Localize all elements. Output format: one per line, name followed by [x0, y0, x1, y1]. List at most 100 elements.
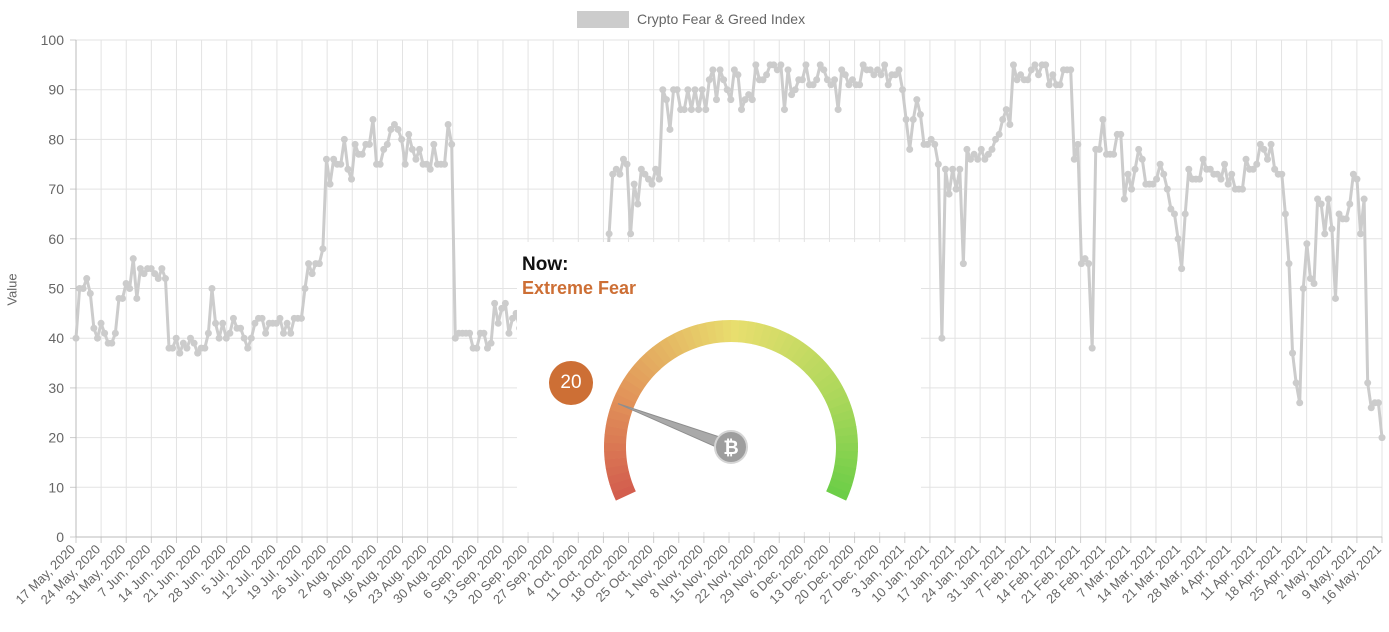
data-point: [158, 265, 166, 273]
data-point: [1131, 165, 1139, 173]
data-point: [483, 344, 491, 352]
data-point: [86, 289, 94, 297]
data-point: [1317, 200, 1325, 208]
data-point: [1367, 404, 1375, 412]
data-point: [662, 96, 670, 104]
bitcoin-icon: [714, 430, 748, 464]
gauge-arc-segment: [833, 464, 857, 478]
data-point: [791, 86, 799, 94]
data-point: [262, 329, 270, 337]
data-point: [247, 334, 255, 342]
data-point: [727, 96, 735, 104]
gauge-arc-segment: [831, 409, 855, 424]
data-point: [1289, 349, 1297, 357]
data-point: [734, 71, 742, 79]
data-point: [1378, 434, 1386, 442]
gauge-arc-segment: [751, 322, 765, 346]
data-point: [83, 275, 91, 283]
data-point: [283, 319, 291, 327]
data-point: [902, 116, 910, 124]
data-point: [934, 160, 942, 168]
data-point: [1306, 275, 1314, 283]
data-point: [1242, 155, 1250, 163]
data-point: [79, 285, 87, 292]
data-point: [405, 130, 413, 138]
data-point: [1056, 81, 1064, 89]
data-point: [780, 106, 788, 114]
data-point: [1264, 155, 1272, 163]
data-point: [154, 275, 162, 283]
data-point: [1256, 140, 1264, 148]
gauge-arc-segment: [628, 364, 651, 385]
data-point: [194, 349, 202, 357]
data-point: [448, 140, 456, 148]
now-label: Now:: [522, 254, 569, 275]
data-point: [1163, 185, 1171, 193]
data-point: [1138, 155, 1146, 163]
data-point: [813, 76, 821, 84]
data-point: [415, 145, 423, 153]
data-point: [229, 314, 237, 322]
data-point: [179, 339, 187, 347]
data-point: [967, 155, 975, 163]
gauge-arc-segment: [826, 393, 850, 410]
gauge-arc-segment: [639, 352, 661, 375]
data-point: [509, 314, 517, 322]
data-point: [938, 334, 946, 342]
data-point: [1174, 235, 1182, 243]
data-point: [709, 66, 717, 74]
gauge-arc-segment: [796, 347, 817, 370]
gauge-arc-segment: [758, 324, 774, 348]
data-point: [358, 150, 366, 158]
data-point: [480, 329, 488, 337]
gauge-panel: ₿ Now: Extreme Fear 20: [517, 242, 921, 532]
data-point: [959, 260, 967, 268]
chart-legend[interactable]: Crypto Fear & Greed Index: [577, 9, 805, 29]
data-point: [1310, 280, 1318, 288]
data-point: [258, 314, 266, 322]
data-point: [881, 61, 889, 69]
data-point: [315, 260, 323, 268]
gauge-arc-segment: [831, 471, 855, 486]
data-point: [487, 339, 495, 347]
data-point: [272, 319, 280, 327]
data-point: [809, 81, 817, 89]
data-point: [1299, 285, 1307, 292]
data-point: [1285, 260, 1293, 268]
data-point: [1196, 175, 1204, 183]
data-point: [823, 76, 831, 84]
data-point: [129, 255, 137, 263]
data-point: [1085, 260, 1093, 268]
gauge-arc-segment: [604, 450, 627, 460]
data-point: [1099, 116, 1107, 124]
data-point: [848, 76, 856, 84]
data-point: [322, 155, 330, 163]
data-point: [680, 106, 688, 114]
data-point: [348, 175, 356, 183]
data-point: [204, 329, 212, 337]
data-point: [1206, 165, 1214, 173]
data-point: [93, 334, 101, 342]
data-point: [963, 145, 971, 153]
gauge-arc-segment: [604, 457, 628, 469]
data-point: [655, 175, 663, 183]
data-point: [444, 120, 452, 128]
data-point: [759, 76, 767, 84]
legend-label: Crypto Fear & Greed Index: [637, 11, 806, 27]
data-point: [1217, 175, 1225, 183]
data-point: [451, 334, 459, 342]
data-point: [305, 260, 313, 268]
data-point: [119, 294, 127, 302]
data-point: [1042, 61, 1050, 69]
data-point: [1088, 344, 1096, 352]
data-point: [873, 66, 881, 74]
data-point: [924, 140, 932, 148]
data-point: [1156, 160, 1164, 168]
data-point: [423, 160, 431, 168]
gauge-arc-segment: [790, 342, 811, 365]
data-point: [398, 135, 406, 143]
score-badge: 20: [549, 361, 593, 405]
gauge-arc-segment: [826, 484, 850, 501]
data-point: [956, 165, 964, 173]
